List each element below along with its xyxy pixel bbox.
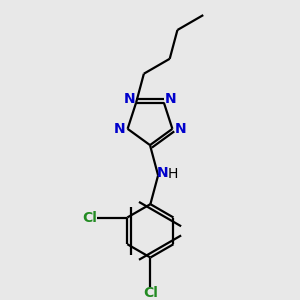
Text: Cl: Cl	[82, 211, 98, 224]
Text: Cl: Cl	[143, 286, 158, 300]
Text: N: N	[114, 122, 126, 136]
Text: N: N	[174, 122, 186, 136]
Text: N: N	[157, 166, 169, 180]
Text: H: H	[168, 167, 178, 181]
Text: N: N	[164, 92, 176, 106]
Text: N: N	[124, 92, 136, 106]
